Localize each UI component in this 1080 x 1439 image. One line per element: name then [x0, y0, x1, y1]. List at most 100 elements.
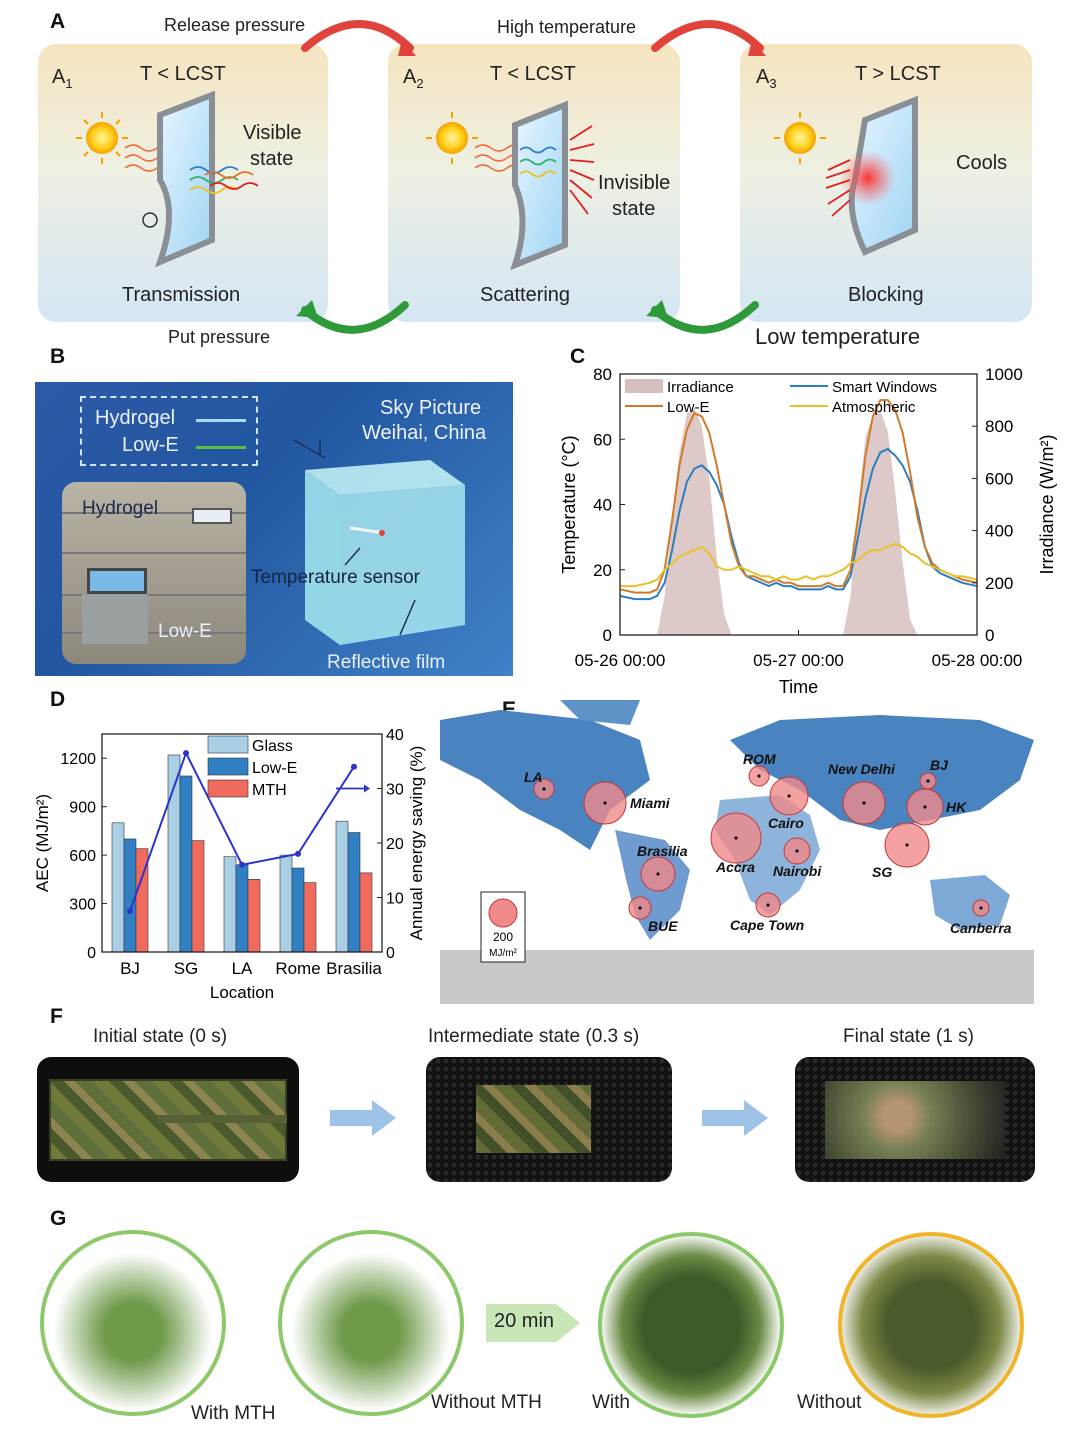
invisible-label-2: state	[612, 198, 656, 220]
release-arrow	[301, 20, 414, 52]
y2-tick-label: 40	[386, 727, 404, 744]
scattering-label: Scattering	[480, 284, 571, 306]
sky-picture-label: Sky Picture	[380, 397, 482, 419]
bar-low-e-brasilia	[347, 832, 361, 953]
category-label: BJ	[120, 959, 140, 978]
plant-with-mth-after	[598, 1232, 784, 1418]
y-tick-label: 600	[69, 848, 96, 865]
with-mth-label: With MTH	[191, 1403, 276, 1424]
y2-tick-label: 800	[985, 417, 1013, 436]
city-label-accra: Accra	[715, 859, 755, 875]
high-temp-arrow	[651, 20, 764, 52]
right-arrow-icon-2	[702, 1100, 768, 1136]
bar-glass-bj	[111, 822, 125, 953]
x-tick-label: 05-26 00:00	[575, 651, 666, 670]
city-dot-brasilia	[656, 872, 660, 876]
cools-label: Cools	[956, 152, 1008, 174]
city-label-la: LA	[524, 769, 543, 785]
y-tick-label: 300	[69, 897, 96, 914]
city-dot-canberra	[979, 906, 983, 910]
initial-state-label: Initial state (0 s)	[93, 1026, 228, 1047]
city-label-canberra: Canberra	[950, 920, 1012, 936]
without-mth-label: Without MTH	[431, 1392, 542, 1413]
legend-swatch	[207, 757, 249, 776]
time-arrow	[486, 1304, 580, 1342]
city-dot-cape-town	[766, 903, 770, 907]
plant-without-mth-before	[278, 1230, 464, 1416]
legend-lowe-line	[196, 446, 246, 449]
intermediate-state-image	[426, 1057, 672, 1182]
y2-axis-label: Irradiance (W/m²)	[1037, 434, 1057, 574]
scale-value: 200	[493, 930, 513, 944]
category-label: Rome	[275, 959, 320, 978]
y2-tick-label: 30	[386, 782, 404, 799]
panel-a-drawings	[76, 20, 918, 334]
city-label-nairobi: Nairobi	[773, 863, 822, 879]
city-dot-la	[542, 787, 546, 791]
y2-tick-label: 20	[386, 836, 404, 853]
scale-unit: MJ/m²	[489, 948, 517, 959]
city-dot-hk	[923, 805, 927, 809]
initial-state-image	[37, 1057, 299, 1182]
low-temperature-label: Low temperature	[755, 324, 921, 349]
energy-saving-point	[351, 763, 357, 770]
panel-g-label: G	[50, 1207, 67, 1230]
y2-tick-label: 400	[985, 522, 1013, 541]
x-tick-label: 05-27 00:00	[753, 651, 844, 670]
a1-sublabel: A1	[52, 66, 73, 91]
final-state-label: Final state (1 s)	[843, 1026, 974, 1047]
y2-axis-label: Annual energy saving (%)	[407, 746, 426, 941]
city-label-bj: BJ	[930, 757, 949, 773]
legend-label: Glass	[252, 738, 293, 755]
antarctica	[440, 950, 1034, 1004]
city-dot-miami	[603, 801, 607, 805]
legend-box	[80, 396, 258, 466]
transmission-label: Transmission	[122, 284, 241, 306]
a1-condition: T < LCST	[140, 63, 226, 85]
a3-sublabel: A3	[756, 66, 777, 91]
city-label-rom: ROM	[743, 751, 776, 767]
plant-without-mth-after	[838, 1232, 1024, 1418]
city-label-hk: HK	[946, 799, 967, 815]
panel-b-label: B	[50, 345, 66, 368]
city-dot-accra	[734, 836, 738, 840]
city-dot-sg	[905, 843, 909, 847]
y-axis-label: AEC (MJ/m²)	[33, 794, 52, 892]
photo-lowe-label: Low-E	[158, 621, 212, 642]
y-tick-label: 0	[87, 945, 96, 962]
city-label-brasilia: Brasilia	[637, 843, 688, 859]
put-pressure-label: Put pressure	[168, 327, 271, 347]
eurasia	[730, 715, 1034, 830]
right-arrow-icon	[330, 1100, 396, 1136]
time-label: 20 min	[494, 1310, 555, 1332]
city-dot-new-delhi	[862, 801, 866, 805]
australia	[930, 875, 1010, 930]
with-label: With	[592, 1392, 630, 1413]
sun-icon-2	[426, 112, 478, 164]
a2-sublabel: A2	[403, 66, 424, 91]
legend-label: Atmospheric	[832, 399, 916, 416]
y2-tick-label: 0	[985, 626, 994, 645]
high-temperature-label: High temperature	[497, 17, 637, 37]
y-axis-label: Temperature (°C)	[559, 435, 579, 573]
bar-mth-sg	[191, 840, 205, 953]
without-label: Without	[797, 1392, 862, 1413]
energy-bar-chart: BJ SG LA Rome Brasilia0300600900120001020304…	[33, 727, 426, 1002]
energy-saving-point	[183, 750, 189, 757]
category-label: LA	[232, 959, 253, 978]
release-pressure-label: Release pressure	[164, 15, 306, 35]
low-temp-arrow	[651, 301, 759, 334]
put-pressure-arrow	[301, 301, 409, 334]
energy-saving-point	[127, 908, 133, 915]
category-label: Brasilia	[326, 959, 382, 978]
legend-label: MTH	[252, 782, 287, 799]
energy-saving-point	[239, 861, 245, 868]
legend-label: Smart Windows	[832, 379, 937, 396]
scale-bubble	[488, 898, 518, 928]
bar-mth-brasilia	[359, 872, 373, 953]
world-map: LA Miami ROM Cairo New Delhi BJ HK Brasilia Accr…	[440, 700, 1034, 1004]
panel-c-label: C	[570, 345, 586, 368]
panel-d-label: D	[50, 688, 66, 711]
x-axis-label: Time	[779, 677, 818, 697]
plant-with-mth-before	[40, 1230, 226, 1416]
